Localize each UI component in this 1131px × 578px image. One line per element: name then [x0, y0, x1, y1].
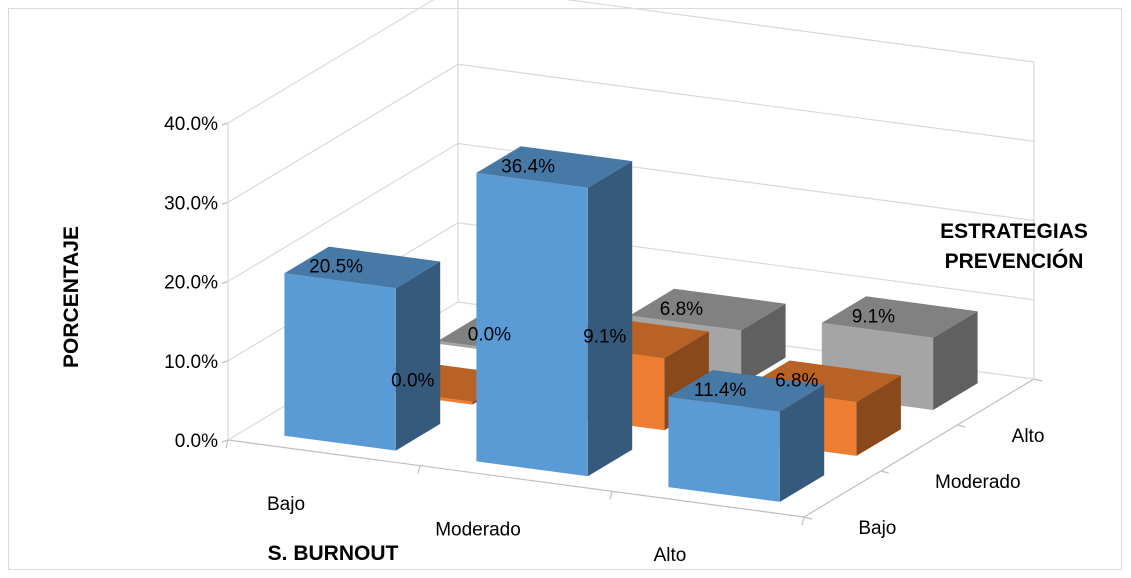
- x-axis-title: S. BURNOUT: [268, 542, 399, 565]
- y-tick-label: 20.0%: [164, 273, 218, 294]
- bar-top: [821, 296, 978, 338]
- data-label: 6.8%: [660, 299, 703, 320]
- data-label: 0.0%: [468, 324, 511, 345]
- depth-tick-label: Alto: [1012, 426, 1045, 447]
- y-axis-title: PORCENTAJE: [60, 226, 83, 368]
- chart-floor: [225, 378, 1043, 526]
- data-label: 36.4%: [501, 156, 555, 177]
- depth-tick-mark: [803, 516, 813, 520]
- bar-front: [668, 396, 780, 502]
- bar-front: [284, 273, 396, 451]
- bar-top: [629, 288, 786, 331]
- depth-tick-mark: [1033, 378, 1043, 382]
- bar-side: [779, 384, 825, 502]
- bar-bajo-bajo: [284, 246, 441, 451]
- x-tick-mark: [225, 439, 229, 449]
- depth-tick-label: Bajo: [858, 518, 896, 539]
- depth-axis-title-line1: ESTRATEGIAS: [940, 220, 1088, 243]
- y-tick-mark: [221, 201, 229, 205]
- bar-front: [476, 172, 588, 477]
- depth-tick-label: Moderado: [935, 472, 1021, 493]
- data-label: 9.1%: [852, 306, 895, 327]
- y-tick-label: 30.0%: [164, 193, 218, 214]
- gridline: [227, 0, 1035, 124]
- depth-tick-mark: [880, 470, 889, 474]
- data-label: 9.1%: [583, 327, 626, 348]
- bar-top: [668, 370, 825, 412]
- y-tick-label: 40.0%: [164, 114, 218, 135]
- data-label: 6.8%: [775, 371, 818, 392]
- x-tick-label: Bajo: [267, 494, 305, 515]
- chart-labels: 0.0% 10.0% 20.0% 30.0% 40.0% Bajo Moderado Alto…: [164, 114, 1044, 566]
- x-tick-mark: [801, 516, 805, 526]
- depth-axis-title-line2: PREVENCIÓN: [945, 249, 1084, 273]
- bar-side: [856, 375, 901, 456]
- x-tick-mark: [609, 491, 613, 500]
- y-tick-label: 10.0%: [164, 352, 218, 373]
- bar-side: [741, 303, 786, 385]
- depth-tick-mark: [957, 424, 966, 428]
- bar-side: [395, 261, 441, 451]
- y-tick-mark: [221, 439, 229, 443]
- bar-side: [587, 161, 633, 477]
- data-label: 0.0%: [391, 370, 434, 391]
- y-tick-mark: [221, 360, 229, 364]
- bar-top: [476, 146, 633, 188]
- bar-bajo-alto: [668, 370, 825, 502]
- data-label: 11.4%: [694, 380, 747, 401]
- bars: [284, 146, 978, 502]
- bar-bajo-moderado: [476, 146, 633, 477]
- bar-side: [933, 311, 978, 410]
- x-tick-mark: [417, 465, 421, 474]
- bar-top: [284, 246, 441, 289]
- x-tick-label: Moderado: [435, 520, 521, 541]
- y-tick-mark: [221, 280, 229, 285]
- x-tick-label: Alto: [654, 545, 687, 566]
- y-tick-label: 0.0%: [175, 431, 218, 452]
- y-tick-mark: [221, 122, 229, 126]
- data-label: 20.5%: [309, 257, 363, 278]
